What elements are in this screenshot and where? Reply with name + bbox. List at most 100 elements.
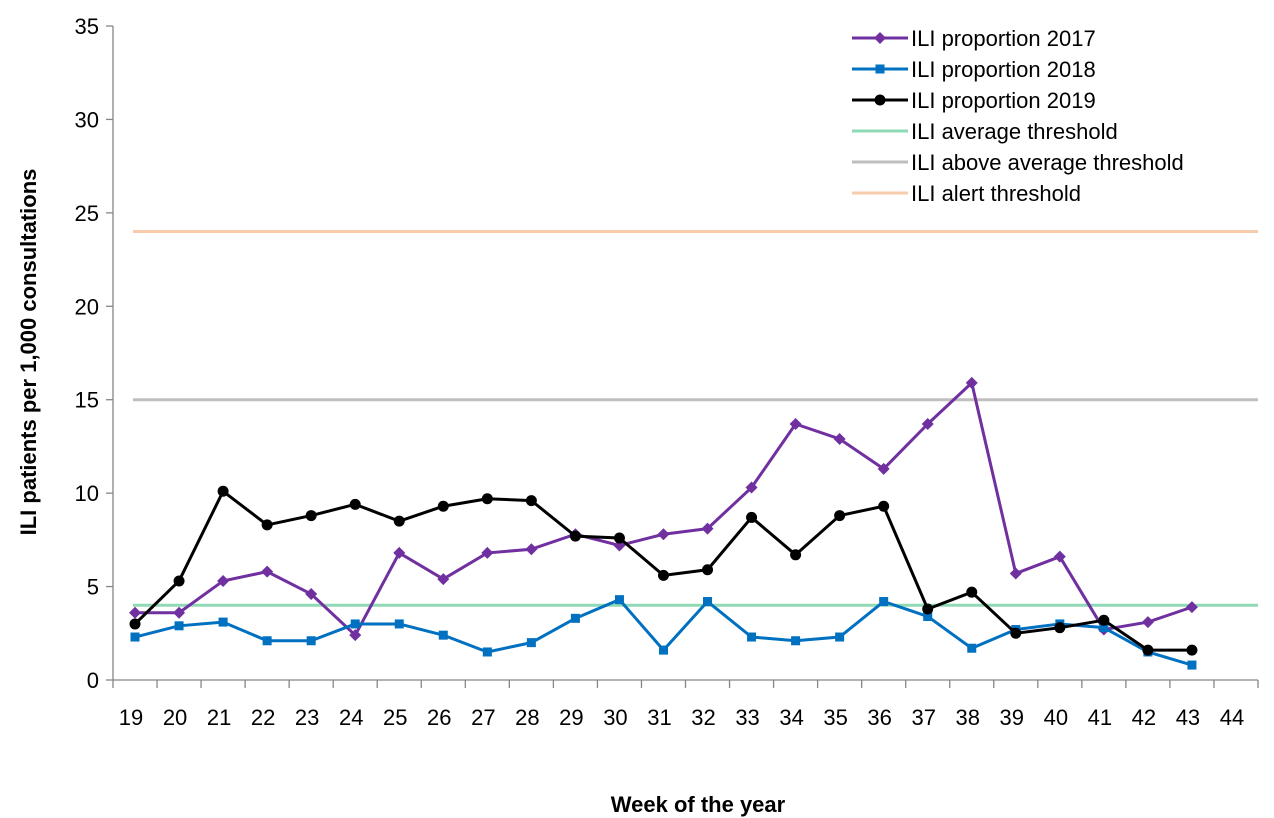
x-tick-label: 44: [1220, 705, 1244, 730]
ili-proportion-2017-series: [129, 376, 1198, 642]
ili-proportion-2019-point: [525, 495, 537, 507]
ili-proportion-2017-point: [1053, 550, 1066, 563]
ili-proportion-2019-point: [966, 586, 978, 598]
ili-proportion-2017-point: [921, 418, 934, 431]
ili-proportion-2018-point: [438, 630, 448, 640]
ili-proportion-2019-point: [261, 519, 273, 531]
ili-proportion-2019-point: [1054, 622, 1066, 634]
ili-proportion-2018-point: [1187, 660, 1197, 670]
x-tick-label: 41: [1088, 705, 1112, 730]
x-tick-label: 28: [515, 705, 539, 730]
ili-proportion-2019-point: [305, 510, 317, 522]
x-tick-label: 38: [956, 705, 980, 730]
x-tick-label: 21: [207, 705, 231, 730]
ili-proportion-2017-point: [481, 546, 494, 559]
ili-proportion-2018-point: [835, 632, 845, 642]
series-layer: [129, 230, 1258, 670]
ili-proportion-2017-line: [135, 381, 1193, 637]
ili-proportion-2019-point: [1010, 627, 1022, 639]
ili-proportion-2018-point: [923, 611, 933, 621]
ili-proportion-2017-point: [657, 528, 670, 541]
ili-proportion-2019-series: [129, 485, 1198, 656]
x-tick-label: 24: [339, 705, 363, 730]
ili-proportion-2019-point: [922, 603, 934, 615]
legend-label: ILI alert threshold: [911, 181, 1081, 206]
ili-proportion-2018-point: [350, 619, 360, 629]
legend-item: ILI proportion 2018: [852, 57, 1096, 82]
legend-label: ILI proportion 2017: [911, 26, 1096, 51]
legend-label: ILI proportion 2019: [911, 88, 1096, 113]
ili-proportion-2017-point: [437, 573, 450, 586]
ili-proportion-2019-point: [657, 569, 669, 581]
ili-proportion-2018-point: [614, 595, 624, 605]
ili-proportion-2017-point: [789, 418, 802, 431]
y-axis-title: ILI patients per 1,000 consultations: [16, 169, 41, 536]
y-tick-label: 25: [75, 201, 99, 226]
x-tick-label: 32: [691, 705, 715, 730]
x-tick-label: 22: [251, 705, 275, 730]
ili-proportion-2018-point: [482, 647, 492, 657]
y-tick-label: 5: [87, 575, 99, 600]
ili-proportion-2019-point: [613, 532, 625, 544]
ili-proportion-2018-point: [879, 597, 889, 607]
ili-proportion-2018-point: [658, 645, 668, 655]
ili-proportion-2018-point: [218, 617, 228, 627]
legend-item: ILI average threshold: [852, 119, 1118, 144]
ili-proportion-2018-point: [747, 632, 757, 642]
x-tick-label: 33: [735, 705, 759, 730]
ili-proportion-2017-point: [305, 588, 318, 601]
ili-proportion-2018-point: [791, 636, 801, 646]
x-tick-label: 20: [163, 705, 187, 730]
ili-proportion-2019-point: [437, 500, 449, 512]
x-tick-label: 35: [823, 705, 847, 730]
ili-proportion-2017-point: [525, 543, 538, 556]
ili-proportion-2018-point: [262, 636, 272, 646]
ili-proportion-2019-point: [173, 575, 185, 587]
ili-proportion-2018-point: [394, 619, 404, 629]
x-tick-label: 23: [295, 705, 319, 730]
ili-proportion-2019-point: [481, 493, 493, 505]
x-tick-label: 36: [867, 705, 891, 730]
y-tick-label: 20: [75, 294, 99, 319]
x-tick-label: 25: [383, 705, 407, 730]
ili-proportion-2018-point: [526, 638, 536, 648]
x-tick-label: 37: [911, 705, 935, 730]
ili-proportion-2017-point: [129, 606, 142, 619]
ili-proportion-2019-point: [834, 510, 846, 522]
ili-proportion-2019-point: [1098, 614, 1110, 626]
x-axis: 19 20 21 22 23 24 25 26 27 28 29 30 31 32 33 34 35 36 37 38…: [112, 679, 1259, 730]
ili-proportion-2019-point: [1142, 644, 1154, 656]
legend-item: ILI proportion 2017: [852, 26, 1096, 51]
ili-proportion-2019-point: [702, 564, 714, 576]
legend-marker: [874, 32, 886, 44]
legend-label: ILI above average threshold: [911, 150, 1184, 175]
ili-proportion-2018-point: [703, 597, 713, 607]
ili-proportion-2018-point: [967, 643, 977, 653]
ili-proportion-2019-point: [746, 511, 758, 523]
legend-marker: [875, 64, 885, 74]
legend-item: ILI above average threshold: [852, 150, 1184, 175]
ili-proportion-2017-point: [833, 432, 846, 445]
ili-proportion-2019-point: [217, 485, 229, 497]
x-tick-label: 27: [471, 705, 495, 730]
y-tick-label: 35: [75, 14, 99, 39]
ili-proportion-2018-point: [306, 636, 316, 646]
ili-proportion-2017-point: [745, 481, 758, 494]
x-tick-label: 30: [603, 705, 627, 730]
ili-proportion-2018-point: [1099, 623, 1109, 633]
x-tick-label: 39: [1000, 705, 1024, 730]
x-tick-label: 42: [1132, 705, 1156, 730]
y-axis: 0 5 10 15 20 25 30 35: [75, 14, 114, 693]
x-tick-label: 26: [427, 705, 451, 730]
ili-proportion-2017-point: [261, 565, 274, 578]
ili-proportion-2017-point: [1185, 601, 1198, 614]
ili-proportion-2019-point: [569, 530, 581, 542]
ili-proportion-2018-point: [570, 613, 580, 623]
x-tick-label: 34: [779, 705, 803, 730]
legend-item: ILI proportion 2019: [852, 88, 1096, 113]
ili-proportion-2018-point: [174, 621, 184, 631]
ili-proportion-2019-point: [349, 498, 361, 510]
legend-label: ILI proportion 2018: [911, 57, 1096, 82]
ili-proportion-2017-point: [173, 606, 186, 619]
x-tick-label: 19: [119, 705, 143, 730]
